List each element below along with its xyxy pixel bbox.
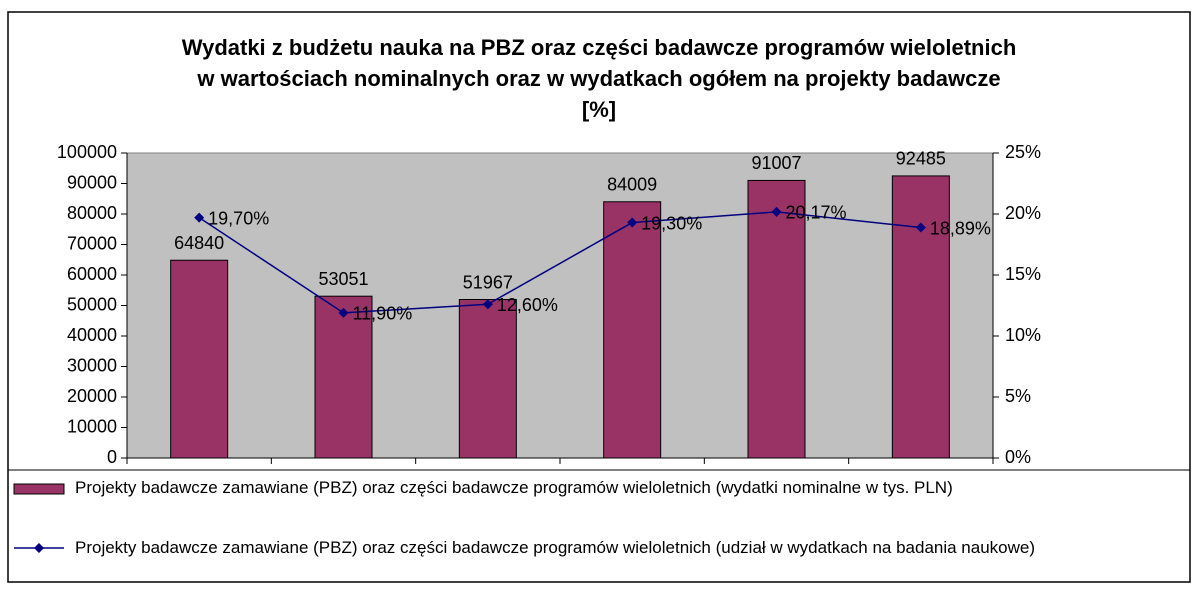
line-marker [627,217,638,228]
line-value-label: 19,30% [641,213,702,233]
chart-title: Wydatki z budżetu nauka na PBZ oraz częś… [181,35,1017,122]
y-tick-label: 50000 [67,294,117,314]
bar-value-label: 92485 [896,149,946,169]
bar [314,295,373,459]
y-tick-label: 80000 [67,203,117,223]
plot-area [126,152,994,459]
y-tick-label: 0 [107,447,117,467]
legend-marker [34,543,44,553]
y2-tick-label: 0% [1005,447,1031,467]
y-tick-label: 100000 [57,142,117,162]
line-value-label: 19,70% [208,208,269,228]
bar-value-label: 64840 [174,233,224,253]
y2-tick-label: 25% [1005,142,1041,162]
legend-label: Projekty badawcze zamawiane (PBZ) oraz c… [75,478,953,497]
bar [747,179,806,459]
bar-value-label: 91007 [751,153,801,173]
y2-tick-label: 10% [1005,325,1041,345]
line-marker [194,212,205,223]
y-tick-label: 10000 [67,416,117,436]
line-marker [338,307,349,318]
bar-value-label: 84009 [607,175,657,195]
y-tick-label: 40000 [67,325,117,345]
y-tick-label: 60000 [67,264,117,284]
line-value-label: 11,90% [353,304,413,324]
y-tick-label: 20000 [67,386,117,406]
line-value-label: 18,89% [930,218,991,238]
legend-label: Projekty badawcze zamawiane (PBZ) oraz c… [75,538,1036,557]
bar [603,201,662,459]
y-tick-label: 30000 [67,355,117,375]
bar-value-label: 51967 [463,272,513,292]
bar-value-label: 53051 [318,269,368,289]
line-marker [915,222,926,233]
y2-tick-label: 15% [1005,264,1041,284]
line-value-label: 12,60% [497,295,558,315]
line [198,211,921,314]
line-value-label: 20,17% [786,203,847,223]
bar [458,299,517,459]
y-tick-label: 70000 [67,233,117,253]
line-marker [771,206,782,217]
y2-tick-label: 5% [1005,386,1031,406]
y2-tick-label: 20% [1005,203,1041,223]
legend-swatch [13,483,65,495]
y-tick-label: 90000 [67,172,117,192]
line-marker [482,299,493,310]
bar [170,259,229,459]
